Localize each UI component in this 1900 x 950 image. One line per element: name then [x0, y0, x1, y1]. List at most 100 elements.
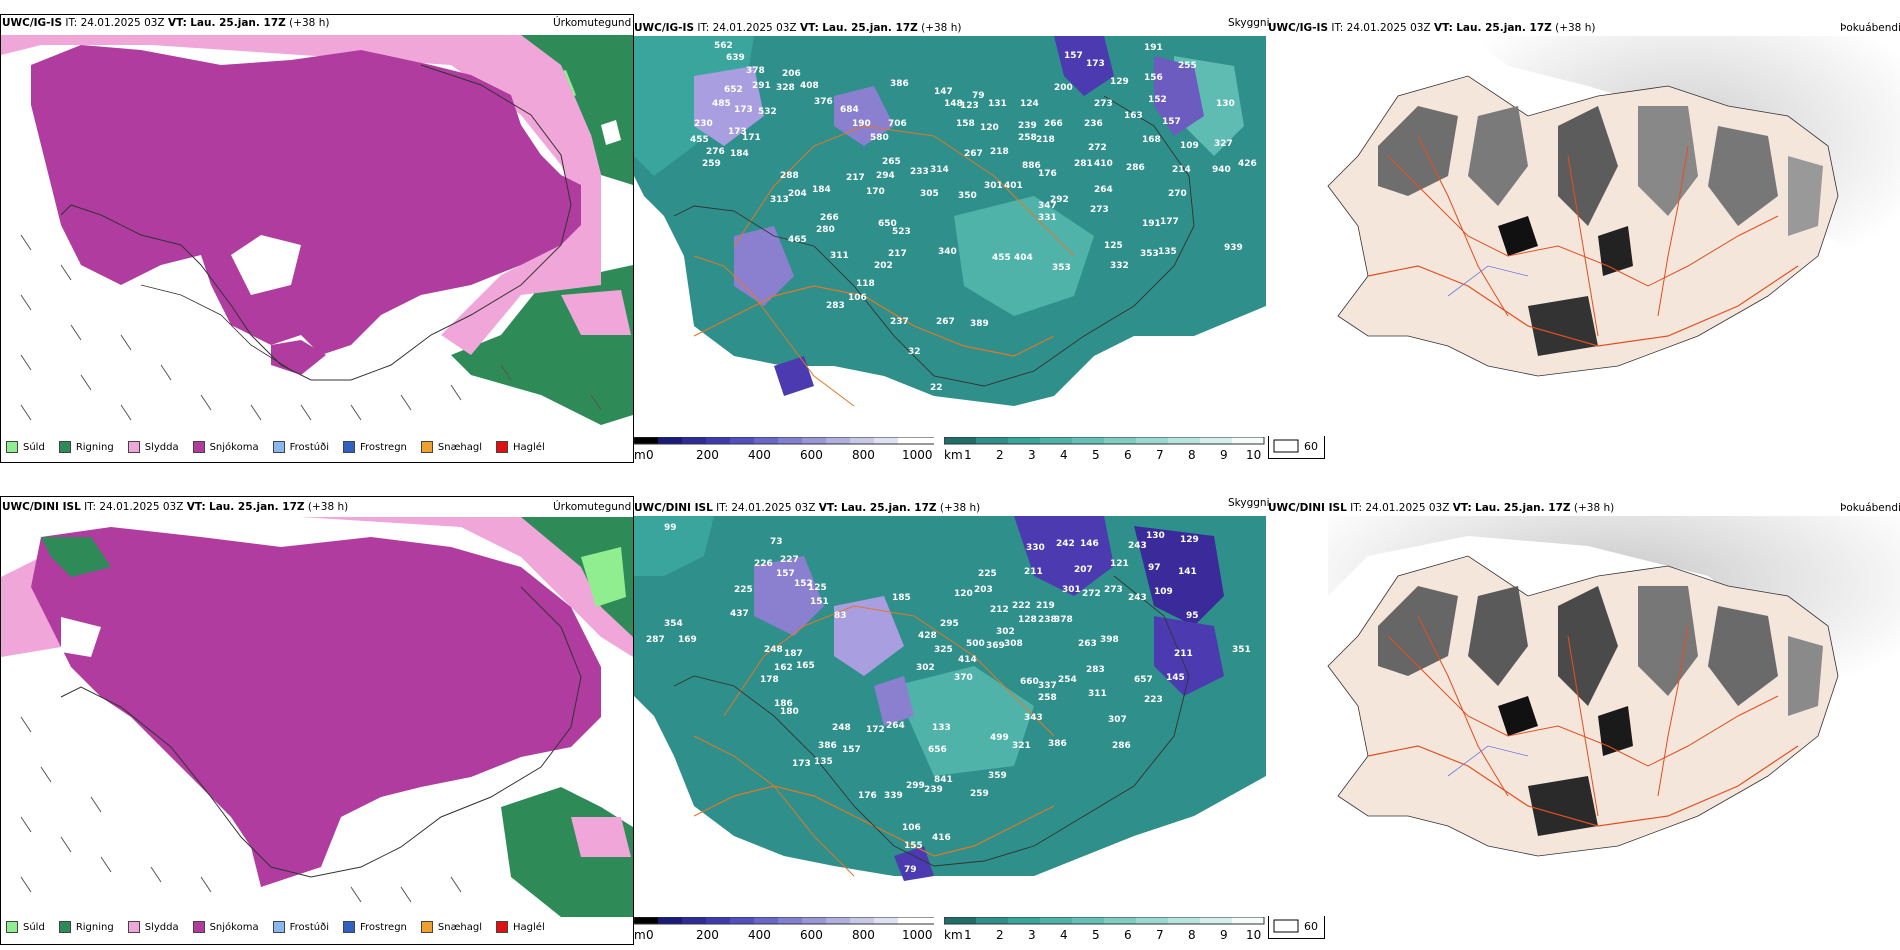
svg-text:1000: 1000	[902, 448, 933, 462]
svg-text:287: 287	[646, 635, 665, 645]
svg-text:158: 158	[956, 119, 975, 129]
svg-text:259: 259	[970, 789, 989, 799]
svg-text:465: 465	[788, 235, 807, 245]
svg-text:291: 291	[752, 81, 771, 91]
svg-text:370: 370	[954, 673, 973, 683]
svg-text:225: 225	[734, 585, 753, 595]
svg-text:191: 191	[1142, 219, 1161, 229]
svg-text:267: 267	[964, 149, 983, 159]
svg-text:99: 99	[664, 523, 677, 533]
svg-text:314: 314	[930, 165, 949, 175]
legend-swatch	[127, 441, 140, 453]
svg-text:1000: 1000	[902, 928, 933, 942]
svg-text:157: 157	[1064, 51, 1083, 61]
svg-text:562: 562	[714, 41, 733, 51]
svg-text:176: 176	[1038, 169, 1057, 179]
svg-text:237: 237	[890, 317, 909, 327]
svg-text:m: m	[634, 928, 646, 942]
panel-title-cloud-row2: Skyggni	[1228, 497, 1270, 509]
svg-text:10: 10	[1246, 448, 1261, 462]
svg-text:79: 79	[904, 865, 917, 875]
legend-item: Snæhagl	[420, 441, 482, 453]
svg-text:286: 286	[1126, 163, 1145, 173]
svg-text:km: km	[944, 448, 963, 462]
svg-text:173: 173	[1086, 59, 1105, 69]
header-row2-precip: UWC/DINI ISL IT: 24.01.2025 03Z VT: Lau.…	[2, 501, 349, 513]
svg-text:307: 307	[1108, 715, 1127, 725]
svg-text:4: 4	[1060, 928, 1068, 942]
svg-text:386: 386	[1048, 739, 1067, 749]
svg-text:9: 9	[1220, 928, 1228, 942]
legend-swatch	[272, 441, 285, 453]
legend-swatch	[420, 441, 433, 453]
legend-swatch	[272, 921, 285, 933]
svg-text:106: 106	[902, 823, 921, 833]
svg-text:339: 339	[884, 791, 903, 801]
svg-text:266: 266	[820, 213, 839, 223]
svg-text:410: 410	[1094, 159, 1113, 169]
svg-text:156: 156	[1144, 73, 1163, 83]
fog-map-row1	[1268, 36, 1900, 436]
svg-text:347: 347	[1038, 201, 1057, 211]
svg-text:60: 60	[1304, 920, 1318, 933]
svg-text:109: 109	[1154, 587, 1173, 597]
svg-text:302: 302	[916, 663, 935, 673]
svg-text:398: 398	[1100, 635, 1119, 645]
svg-text:191: 191	[1144, 43, 1163, 53]
svg-text:263: 263	[1078, 639, 1097, 649]
svg-text:657: 657	[1134, 675, 1153, 685]
svg-text:1: 1	[964, 448, 972, 462]
svg-text:219: 219	[1036, 601, 1055, 611]
svg-text:400: 400	[748, 928, 771, 942]
legend-swatch	[58, 921, 71, 933]
svg-text:270: 270	[1168, 189, 1187, 199]
svg-text:301: 301	[1062, 585, 1081, 595]
svg-text:239: 239	[1018, 121, 1037, 131]
svg-text:283: 283	[826, 301, 845, 311]
svg-text:212: 212	[990, 605, 1009, 615]
svg-text:129: 129	[1110, 77, 1129, 87]
svg-text:99: 99	[904, 389, 917, 399]
legend-item: Frostregn	[343, 441, 407, 453]
height-colorbar-row2: m 0 200 400 600 800 1000	[634, 917, 934, 942]
svg-text:652: 652	[724, 85, 743, 95]
svg-text:273: 273	[1104, 585, 1123, 595]
svg-text:273: 273	[1094, 99, 1113, 109]
panel-title-fog-row1: Þokuábendi	[1840, 22, 1900, 34]
svg-text:295: 295	[940, 619, 959, 629]
svg-text:97: 97	[1148, 563, 1161, 573]
visibility-colorbar-row1: km 1 2 3 4 5 6 7 8 9 10	[944, 437, 1265, 462]
svg-text:311: 311	[830, 251, 849, 261]
svg-text:200: 200	[696, 928, 719, 942]
svg-text:639: 639	[726, 53, 745, 63]
svg-text:3: 3	[1028, 448, 1036, 462]
svg-text:281: 281	[1074, 159, 1093, 169]
precip-map-row1	[1, 35, 633, 433]
svg-text:340: 340	[938, 247, 957, 257]
svg-text:351: 351	[1232, 645, 1251, 655]
svg-text:532: 532	[758, 107, 777, 117]
legend-item: Rigning	[58, 921, 114, 933]
svg-text:217: 217	[888, 249, 907, 259]
svg-text:m: m	[634, 448, 646, 462]
svg-text:172: 172	[866, 725, 885, 735]
svg-text:238: 238	[1038, 615, 1057, 625]
svg-text:273: 273	[1090, 205, 1109, 215]
svg-text:5: 5	[1092, 928, 1100, 942]
svg-text:327: 327	[1214, 139, 1233, 149]
svg-text:186: 186	[774, 699, 793, 709]
svg-text:353: 353	[1140, 249, 1159, 259]
height-colorbar-row1: m 0 200 400 600 800 1000	[634, 437, 934, 462]
precip-legend-row1: Súld Rigning Slydda Snjókoma Frostúði Fr…	[6, 441, 559, 453]
svg-text:259: 259	[702, 159, 721, 169]
svg-text:258: 258	[1038, 693, 1057, 703]
svg-text:7: 7	[1156, 448, 1164, 462]
legend-swatch	[58, 441, 71, 453]
legend-item: Snjókoma	[192, 921, 259, 933]
svg-text:125: 125	[808, 583, 827, 593]
svg-text:123: 123	[960, 101, 979, 111]
legend-swatch	[192, 921, 205, 933]
svg-text:369: 369	[986, 641, 1005, 651]
svg-text:170: 170	[866, 187, 885, 197]
svg-text:217: 217	[846, 173, 865, 183]
